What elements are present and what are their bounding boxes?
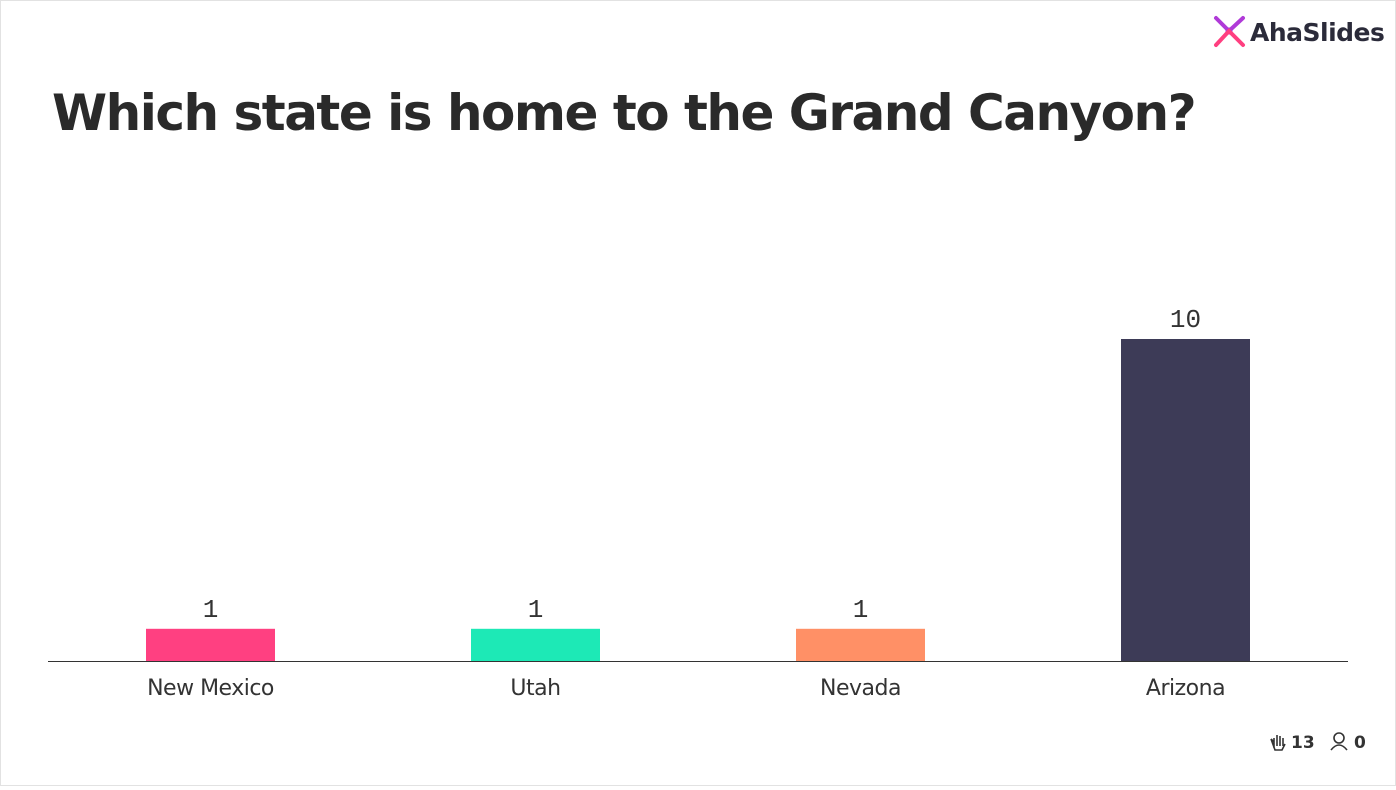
logo-icon [1214,16,1245,47]
participants-count: 0 [1354,733,1366,753]
reactions-count: 13 [1291,733,1315,753]
value-label: 1 [203,595,219,625]
x-tick-label: Utah [510,676,560,701]
x-tick-label: Nevada [820,676,901,701]
value-label: 1 [528,595,544,625]
bar [796,628,925,661]
x-tick-label: Arizona [1146,676,1225,701]
bar [471,628,600,661]
logo-text: AhaSlides [1250,18,1384,47]
x-tick-label: New Mexico [147,676,274,701]
value-label: 10 [1170,305,1201,335]
hand-icon [1270,735,1286,751]
bar [146,628,275,661]
chart-title: Which state is home to the Grand Canyon? [52,84,1195,142]
value-label: 1 [853,595,869,625]
bar [1121,339,1250,661]
person-icon [1330,732,1348,751]
